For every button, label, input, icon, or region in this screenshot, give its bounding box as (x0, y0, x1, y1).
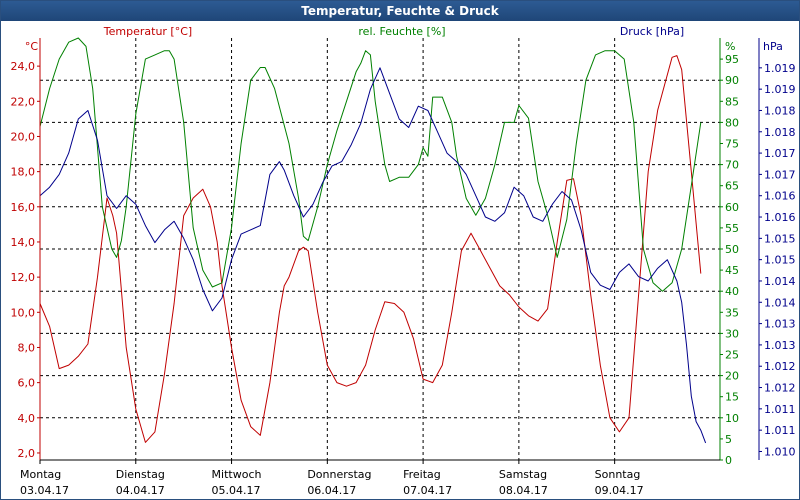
temperature-tick-label: 22,0 (11, 95, 36, 108)
pressure-tick-label: 1.019 (764, 62, 796, 75)
temperature-tick-label: 2,0 (18, 447, 36, 460)
humidity-tick-label: 25 (725, 349, 739, 362)
x-tick-date-label: 08.04.17 (499, 484, 548, 497)
temperature-tick-label: 4,0 (18, 412, 36, 425)
pressure-tick-label: 1.016 (764, 211, 796, 224)
pressure-tick-label: 1.012 (764, 382, 796, 395)
pressure-tick-label: 1.010 (764, 445, 796, 458)
pressure-tick-label: 1.015 (764, 232, 796, 245)
humidity-tick-label: 30 (725, 327, 739, 340)
pressure-axis-title: Druck [hPa] (620, 25, 684, 38)
humidity-tick-label: 45 (725, 264, 739, 277)
humidity-tick-label: 85 (725, 95, 739, 108)
temperature-tick-label: 12,0 (11, 271, 36, 284)
pressure-tick-label: 1.016 (764, 190, 796, 203)
series-line-pressure (39, 67, 707, 444)
pressure-tick-label: 1.014 (764, 275, 796, 288)
series-line-humidity (39, 37, 702, 292)
pressure-tick-label: 1.018 (764, 126, 796, 139)
x-tick-day-label: Freitag (403, 468, 441, 481)
humidity-tick-label: 50 (725, 243, 739, 256)
temperature-axis-title: Temperatur [°C] (103, 25, 192, 38)
x-tick-date-label: 04.04.17 (116, 484, 165, 497)
humidity-tick-label: 40 (725, 285, 739, 298)
humidity-tick-label: 10 (725, 412, 739, 425)
temperature-tick-label: 20,0 (11, 130, 36, 143)
pressure-tick-label: 1.017 (764, 147, 796, 160)
humidity-tick-label: 65 (725, 180, 739, 193)
grid-lines (40, 38, 720, 460)
humidity-tick-label: 80 (725, 116, 739, 129)
humidity-axis-title: rel. Feuchte [%] (358, 25, 445, 38)
pressure-tick-label: 1.011 (764, 424, 796, 437)
pressure-tick-label: 1.013 (764, 339, 796, 352)
pressure-tick-label: 1.014 (764, 296, 796, 309)
x-tick-day-label: Sonntag (595, 468, 641, 481)
x-tick-day-label: Donnerstag (307, 468, 371, 481)
x-tick-date-label: 06.04.17 (307, 484, 356, 497)
humidity-tick-label: 60 (725, 201, 739, 214)
temperature-tick-label: 8,0 (18, 341, 36, 354)
temperature-tick-label: 10,0 (11, 306, 36, 319)
series-line-temperature (39, 55, 702, 443)
plot-frame (37, 38, 762, 464)
temperature-tick-label: 24,0 (11, 60, 36, 73)
series-lines (39, 37, 707, 444)
pressure-tick-label: 1.011 (764, 403, 796, 416)
humidity-tick-label: 35 (725, 306, 739, 319)
humidity-tick-label: 75 (725, 138, 739, 151)
pressure-tick-label: 1.015 (764, 254, 796, 267)
humidity-tick-label: 55 (725, 222, 739, 235)
pressure-tick-label: 1.018 (764, 104, 796, 117)
humidity-tick-label: 70 (725, 159, 739, 172)
humidity-tick-label: 15 (725, 391, 739, 404)
tick-labels: 2,0 4,0 6,0 8,0 10,0 12,0 14,0 16,0 18,0 20,0 22,0… (11, 53, 796, 497)
x-tick-day-label: Mittwoch (212, 468, 262, 481)
humidity-tick-label: 0 (725, 454, 732, 467)
humidity-tick-label: 95 (725, 53, 739, 66)
x-tick-day-label: Dienstag (116, 468, 165, 481)
humidity-unit-label: % (725, 40, 735, 53)
pressure-tick-label: 1.017 (764, 168, 796, 181)
humidity-tick-label: 90 (725, 74, 739, 87)
humidity-tick-label: 5 (725, 433, 732, 446)
pressure-tick-label: 1.012 (764, 360, 796, 373)
pressure-tick-label: 1.013 (764, 318, 796, 331)
window-title: Temperatur, Feuchte & Druck (1, 1, 799, 21)
x-tick-date-label: 07.04.17 (403, 484, 452, 497)
x-tick-date-label: 09.04.17 (595, 484, 644, 497)
temperature-unit-label: °C (25, 40, 39, 53)
temperature-tick-label: 18,0 (11, 166, 36, 179)
pressure-unit-label: hPa (763, 40, 783, 53)
x-tick-date-label: 05.04.17 (212, 484, 261, 497)
x-tick-date-label: 03.04.17 (20, 484, 69, 497)
pressure-tick-label: 1.019 (764, 83, 796, 96)
x-tick-day-label: Samstag (499, 468, 547, 481)
temperature-tick-label: 16,0 (11, 201, 36, 214)
temperature-tick-label: 6,0 (18, 377, 36, 390)
x-tick-day-label: Montag (20, 468, 61, 481)
temperature-tick-label: 14,0 (11, 236, 36, 249)
humidity-tick-label: 20 (725, 370, 739, 383)
